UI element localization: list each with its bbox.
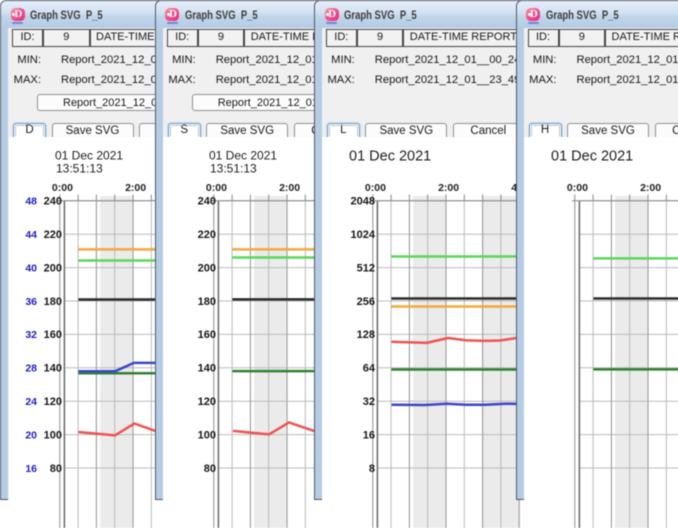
svg-text:180: 180 [198, 295, 216, 307]
svg-text:220: 220 [43, 229, 61, 241]
svg-text:240: 240 [198, 195, 216, 207]
svg-text:140: 140 [198, 362, 216, 374]
svg-text:8: 8 [369, 462, 375, 474]
svg-text:20: 20 [25, 429, 37, 441]
svg-text:0:00: 0:00 [567, 182, 588, 194]
svg-text:1024: 1024 [351, 229, 376, 241]
svg-text:100: 100 [198, 429, 216, 441]
svg-text:01 Dec 2021: 01 Dec 2021 [209, 148, 277, 162]
svg-text:01 Dec 2021: 01 Dec 2021 [55, 148, 123, 162]
svg-text:80: 80 [204, 462, 216, 474]
svg-text:160: 160 [43, 329, 61, 341]
svg-text:28: 28 [25, 362, 37, 374]
svg-text:140: 140 [43, 362, 61, 374]
svg-text:36: 36 [25, 295, 37, 307]
svg-text:16: 16 [363, 429, 375, 441]
svg-text:2:00: 2:00 [438, 182, 459, 194]
svg-text:13:51:13: 13:51:13 [210, 161, 257, 175]
svg-text:32: 32 [363, 396, 375, 408]
svg-text:64: 64 [363, 362, 376, 374]
svg-text:16: 16 [25, 462, 37, 474]
svg-text:0:00: 0:00 [365, 182, 386, 194]
svg-text:240: 240 [43, 195, 61, 207]
svg-text:128: 128 [357, 329, 375, 341]
svg-text:01 Dec 2021: 01 Dec 2021 [551, 148, 633, 164]
svg-text:48: 48 [25, 195, 37, 207]
svg-text:2048: 2048 [351, 195, 375, 207]
svg-text:2:00: 2:00 [279, 182, 300, 194]
svg-text:24: 24 [25, 396, 37, 408]
svg-text:40: 40 [25, 262, 37, 274]
svg-text:512: 512 [357, 262, 375, 274]
svg-text:200: 200 [198, 262, 216, 274]
svg-text:120: 120 [43, 396, 61, 408]
svg-text:120: 120 [198, 396, 216, 408]
svg-text:80: 80 [49, 462, 61, 474]
svg-text:2:00: 2:00 [640, 182, 661, 194]
svg-text:180: 180 [43, 295, 61, 307]
svg-text:256: 256 [357, 295, 375, 307]
svg-text:01 Dec 2021: 01 Dec 2021 [349, 148, 431, 164]
svg-text:0:00: 0:00 [206, 182, 227, 194]
svg-text:32: 32 [25, 329, 37, 341]
svg-text:44: 44 [25, 229, 37, 241]
svg-text:200: 200 [43, 262, 61, 274]
svg-text:100: 100 [43, 429, 61, 441]
svg-text:13:51:13: 13:51:13 [56, 161, 103, 175]
svg-text:160: 160 [198, 329, 216, 341]
svg-text:220: 220 [198, 229, 216, 241]
svg-text:2:00: 2:00 [125, 182, 146, 194]
svg-text:0:00: 0:00 [51, 182, 72, 194]
